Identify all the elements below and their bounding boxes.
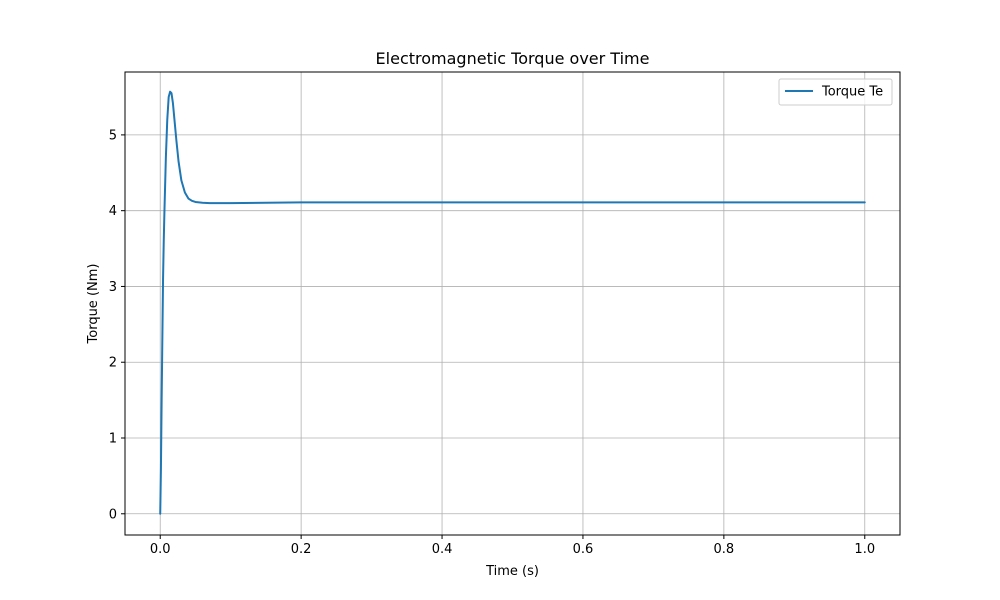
y-tick-label: 4 [109, 204, 117, 219]
x-tick-label: 1.0 [854, 542, 875, 557]
x-axis-label: Time (s) [485, 564, 539, 579]
x-tick-label: 0.0 [150, 542, 171, 557]
y-axis-label: Torque (Nm) [86, 264, 101, 345]
plot-area-frame [124, 71, 901, 536]
legend-label: Torque Te [821, 85, 883, 100]
legend: Torque Te [778, 78, 893, 106]
series-line-torque-te [159, 90, 866, 515]
y-tick-label: 2 [109, 356, 117, 371]
grid [125, 72, 900, 535]
x-tick-label: 0.6 [573, 542, 594, 557]
x-tick-label: 0.4 [432, 542, 453, 557]
x-axis-ticks: 0.0 0.2 0.4 0.6 0.8 1.0 [150, 535, 875, 557]
chart-title: Electromagnetic Torque over Time [376, 49, 650, 68]
legend-frame [778, 78, 893, 106]
y-tick-label: 1 [109, 432, 117, 447]
y-tick-label: 3 [109, 280, 117, 295]
series-layer [159, 90, 866, 515]
y-tick-label: 0 [109, 507, 117, 522]
y-axis-ticks: 0 1 2 3 4 5 [109, 128, 125, 522]
plot-area-background [125, 72, 900, 535]
x-tick-label: 0.2 [291, 542, 312, 557]
y-tick-label: 5 [109, 128, 117, 143]
x-tick-label: 0.8 [714, 542, 735, 557]
